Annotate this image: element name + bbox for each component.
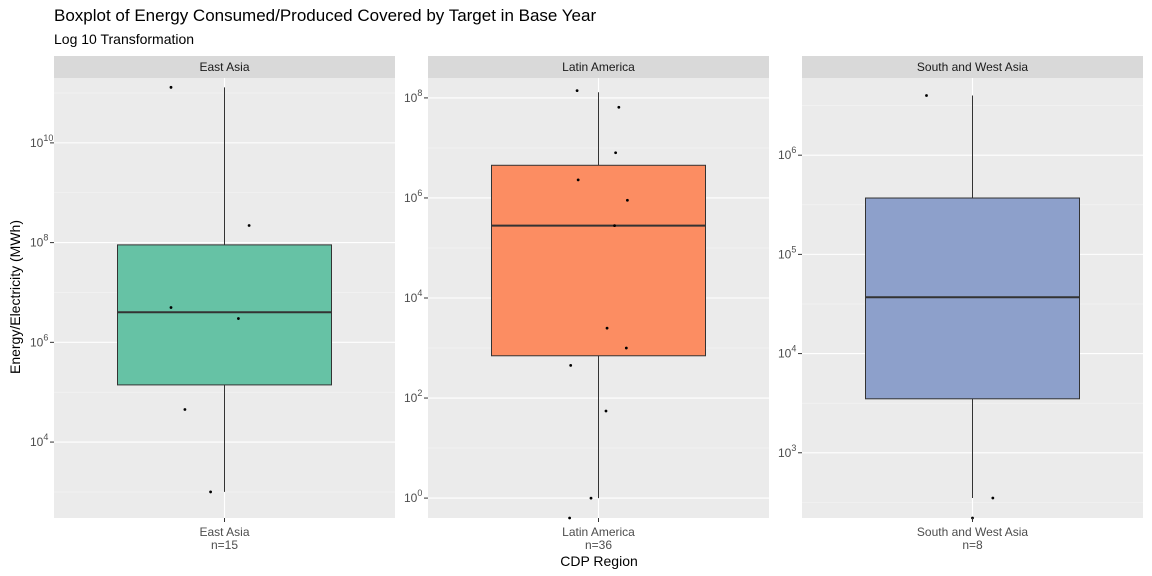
data-point (183, 408, 187, 411)
data-point (925, 94, 928, 97)
y-tick-label: 106 (30, 332, 48, 349)
y-tick-label: 108 (30, 233, 48, 250)
data-point (237, 317, 240, 320)
y-tick-label: 103 (778, 443, 796, 460)
data-point (604, 409, 608, 413)
data-point (209, 490, 212, 494)
data-point (624, 346, 628, 350)
y-tick-label: 100 (404, 488, 422, 505)
y-tick-label: 1010 (30, 133, 53, 150)
facet-strip (428, 56, 769, 78)
data-point (169, 306, 173, 309)
x-tick-n-label: n=36 (585, 538, 612, 552)
data-point (589, 496, 593, 500)
y-tick-label: 106 (778, 145, 796, 162)
facet-panel: South and West Asia 103 104 105 106 South and… (778, 56, 1143, 552)
data-point (605, 326, 609, 330)
facet-panel: Latin America 100 102 104 106 108 Latin Americ… (404, 56, 769, 552)
box-iqr (491, 164, 706, 357)
chart-title: Boxplot of Energy Consumed/Produced Cove… (54, 6, 597, 25)
x-tick-n-label: n=15 (211, 538, 238, 552)
facet-strip-label: East Asia (199, 60, 249, 74)
chart-subtitle: Log 10 Transformation (54, 31, 195, 47)
y-tick-label: 104 (30, 432, 48, 449)
box-iqr (117, 244, 332, 386)
data-point (569, 363, 573, 367)
data-point (247, 224, 251, 227)
box-iqr (865, 197, 1080, 400)
y-tick-label: 106 (404, 188, 422, 205)
data-point (614, 151, 618, 155)
facet-strip (54, 56, 395, 78)
facet-strip-label: South and West Asia (917, 60, 1029, 74)
facet-strip-label: Latin America (562, 60, 635, 74)
x-tick-label: East Asia (199, 525, 249, 539)
y-tick-label: 102 (404, 388, 422, 405)
x-tick-label: South and West Asia (917, 525, 1029, 539)
data-point (617, 105, 621, 109)
x-tick-n-label: n=8 (962, 538, 983, 552)
y-tick-label: 105 (778, 244, 796, 261)
data-point (613, 224, 616, 228)
y-tick-label: 104 (404, 288, 422, 305)
data-point (575, 89, 579, 92)
y-tick-label: 104 (778, 344, 796, 361)
x-tick-label: Latin America (562, 525, 635, 539)
data-point (568, 516, 572, 520)
x-axis-title: CDP Region (560, 553, 638, 569)
data-point (169, 85, 173, 89)
y-tick-label: 108 (404, 88, 422, 105)
data-point (991, 496, 995, 500)
facet-strip (802, 56, 1143, 78)
data-point (625, 198, 629, 202)
data-point (576, 178, 580, 182)
y-axis-title: Energy/Electricity (MWh) (7, 220, 23, 374)
